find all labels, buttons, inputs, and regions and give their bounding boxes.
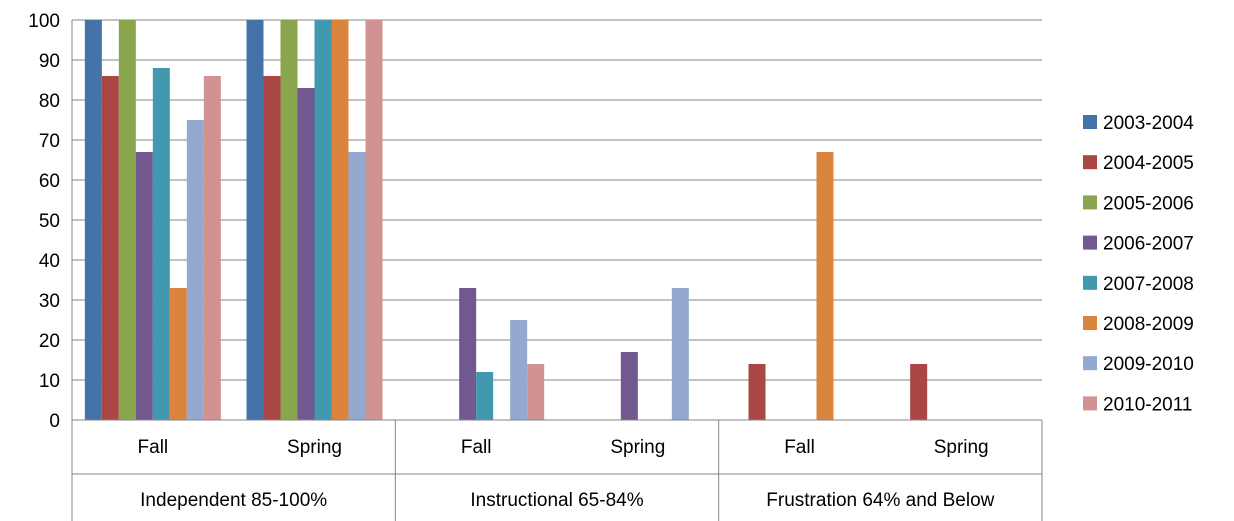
y-tick-label: 10: [39, 371, 60, 392]
y-tick-label: 40: [39, 251, 60, 272]
category-label: Spring: [610, 437, 665, 458]
bar-2009-2010-0: [186, 120, 204, 420]
legend-swatch-2009-2010: [1083, 356, 1097, 371]
legend-label: 2007-2008: [1103, 274, 1194, 295]
y-tick-label: 60: [39, 171, 60, 192]
legend-swatch-2010-2011: [1083, 396, 1097, 411]
group-label: Independent 85-100%: [140, 490, 327, 511]
bar-2005-2006-0: [118, 20, 136, 420]
x-axis-categories: Independent 85-100% Instructional 65-84% F…: [138, 437, 995, 511]
legend-swatch-2008-2009: [1083, 316, 1097, 330]
legend-label: 2009-2010: [1103, 354, 1194, 375]
bar-2010-2011-2: [527, 364, 545, 420]
bar-2010-2011-1: [365, 20, 383, 420]
bar-2008-2009-0: [169, 288, 187, 420]
y-tick-label: 20: [39, 331, 60, 352]
y-tick-label: 90: [39, 51, 60, 72]
y-tick-label: 30: [39, 291, 60, 312]
legend-label: 2005-2006: [1103, 193, 1194, 214]
category-label: Fall: [784, 437, 815, 458]
bar-2007-2008-0: [152, 68, 170, 420]
bar-2003-2004-0: [84, 20, 102, 420]
bar-2003-2004-1: [246, 20, 264, 420]
bar-2006-2007-1: [297, 88, 315, 420]
group-label: Instructional 65-84%: [470, 490, 643, 511]
y-tick-label: 70: [39, 131, 60, 152]
bars: [84, 20, 928, 420]
bar-2004-2005-1: [263, 76, 281, 420]
bar-2008-2009-4: [816, 152, 834, 420]
bar-2007-2008-1: [314, 20, 332, 420]
legend-label: 2003-2004: [1103, 113, 1194, 134]
category-label: Spring: [287, 437, 342, 458]
group-label: Frustration 64% and Below: [766, 490, 994, 511]
bar-2007-2008-2: [476, 372, 494, 420]
bar-2005-2006-1: [280, 20, 298, 420]
bar-2010-2011-0: [203, 76, 221, 420]
bar-2009-2010-3: [671, 288, 689, 420]
bar-2008-2009-1: [331, 20, 349, 420]
bar-2004-2005-5: [910, 364, 928, 420]
legend-swatch-2004-2005: [1083, 155, 1097, 170]
y-tick-label: 100: [28, 11, 60, 32]
bar-2004-2005-4: [748, 364, 766, 420]
y-tick-label: 80: [39, 91, 60, 112]
category-label: Spring: [934, 437, 989, 458]
y-tick-label: 50: [39, 211, 60, 232]
legend-label: 2004-2005: [1103, 153, 1194, 174]
bar-2006-2007-0: [135, 152, 153, 420]
bar-2006-2007-2: [459, 288, 477, 420]
legend-label: 2006-2007: [1103, 234, 1194, 255]
legend-swatch-2003-2004: [1083, 115, 1097, 129]
axes: [71, 20, 1043, 521]
legend-swatch-2006-2007: [1083, 235, 1097, 250]
bar-2009-2010-1: [348, 152, 366, 420]
bar-2006-2007-3: [620, 352, 638, 420]
bar-2004-2005-0: [101, 76, 119, 420]
legend-label: 2010-2011: [1103, 394, 1192, 415]
y-axis-ticks: 0 10 20 30 40 50 60 70 80 90 100: [28, 11, 60, 432]
legend-swatch-2005-2006: [1083, 195, 1097, 210]
gridlines: [72, 19, 1042, 381]
y-tick-label: 0: [49, 411, 60, 432]
legend-label: 2008-2009: [1103, 314, 1194, 335]
legend-swatch-2007-2008: [1083, 275, 1097, 290]
legend: 2003-2004 2004-2005 2005-2006 2006-2007 2007…: [1083, 113, 1194, 415]
category-label: Fall: [461, 437, 492, 458]
category-label: Fall: [138, 437, 169, 458]
bar-2009-2010-2: [510, 320, 528, 420]
